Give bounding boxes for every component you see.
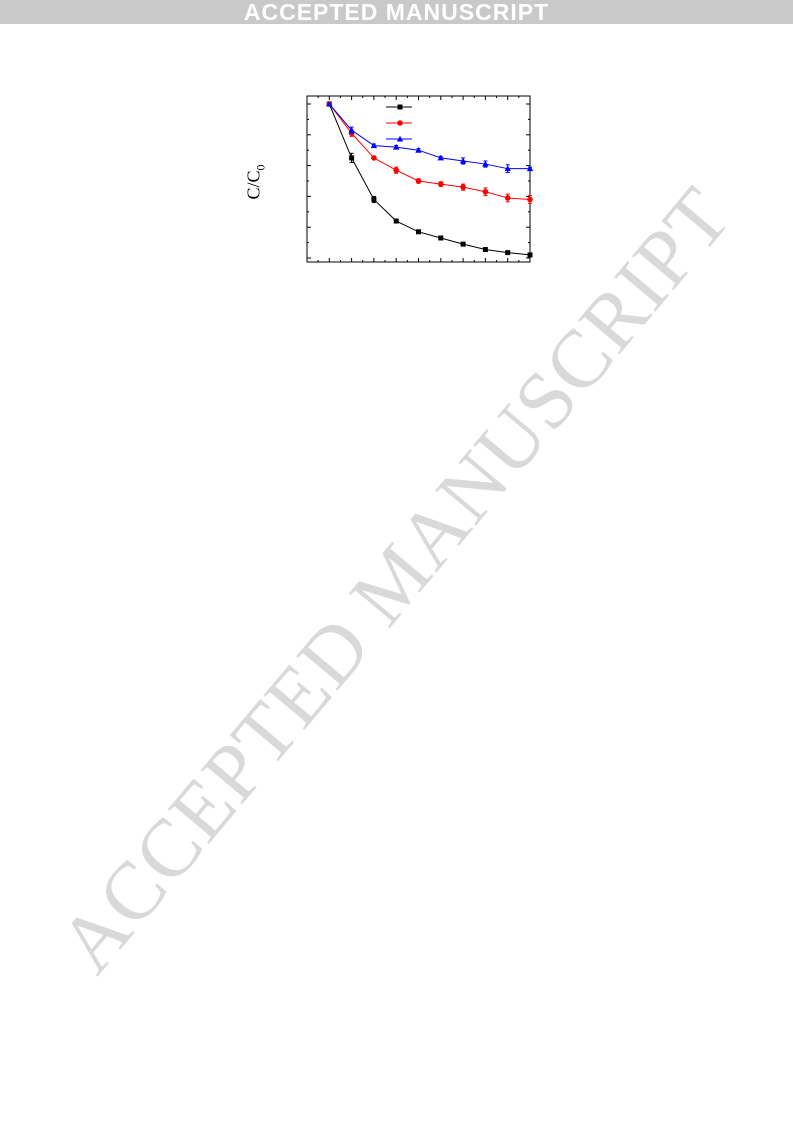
data-point-series-3 [504,165,511,172]
data-point-series-2 [527,196,533,203]
data-point-series-1 [371,196,377,202]
data-point-series-3 [326,100,333,107]
legend-marker-1 [397,104,403,110]
data-point-series-3 [370,142,378,149]
data-point-series-1 [416,229,421,235]
data-point-series-2 [371,155,377,161]
data-point-series-2 [504,195,511,201]
legend-marker-2 [397,120,403,126]
data-point-series-3 [526,165,534,172]
data-point-series-1 [349,155,355,161]
data-point-series-1 [460,241,466,247]
data-point-series-3 [415,146,422,153]
data-point-series-2 [438,181,444,187]
y-axis-label-main: C/C [243,170,264,200]
banner-text: ACCEPTED MANUSCRIPT [243,0,550,25]
data-point-series-2 [482,188,489,195]
data-point-series-3 [393,143,400,150]
data-point-series-1 [438,235,444,241]
data-point-series-3 [348,126,355,133]
series-line-1 [328,103,531,256]
y-axis-label-subscript: 0 [253,164,268,171]
data-point-series-1 [393,218,399,224]
data-point-series-1 [527,252,533,258]
data-point-series-2 [415,178,422,184]
data-point-series-2 [393,167,400,174]
data-point-series-3 [482,160,489,167]
chart-svg [306,95,534,263]
series-line-2 [328,103,531,200]
data-point-series-3 [459,157,467,164]
data-point-series-2 [460,184,466,190]
data-point-series-1 [482,247,488,253]
data-point-series-3 [437,154,444,161]
series-line-3 [328,103,530,170]
legend-marker-3 [396,135,404,142]
y-axis-label: C/C0 [244,164,269,199]
accepted-manuscript-banner: ACCEPTED MANUSCRIPT [0,0,793,25]
data-point-series-1 [505,250,511,256]
